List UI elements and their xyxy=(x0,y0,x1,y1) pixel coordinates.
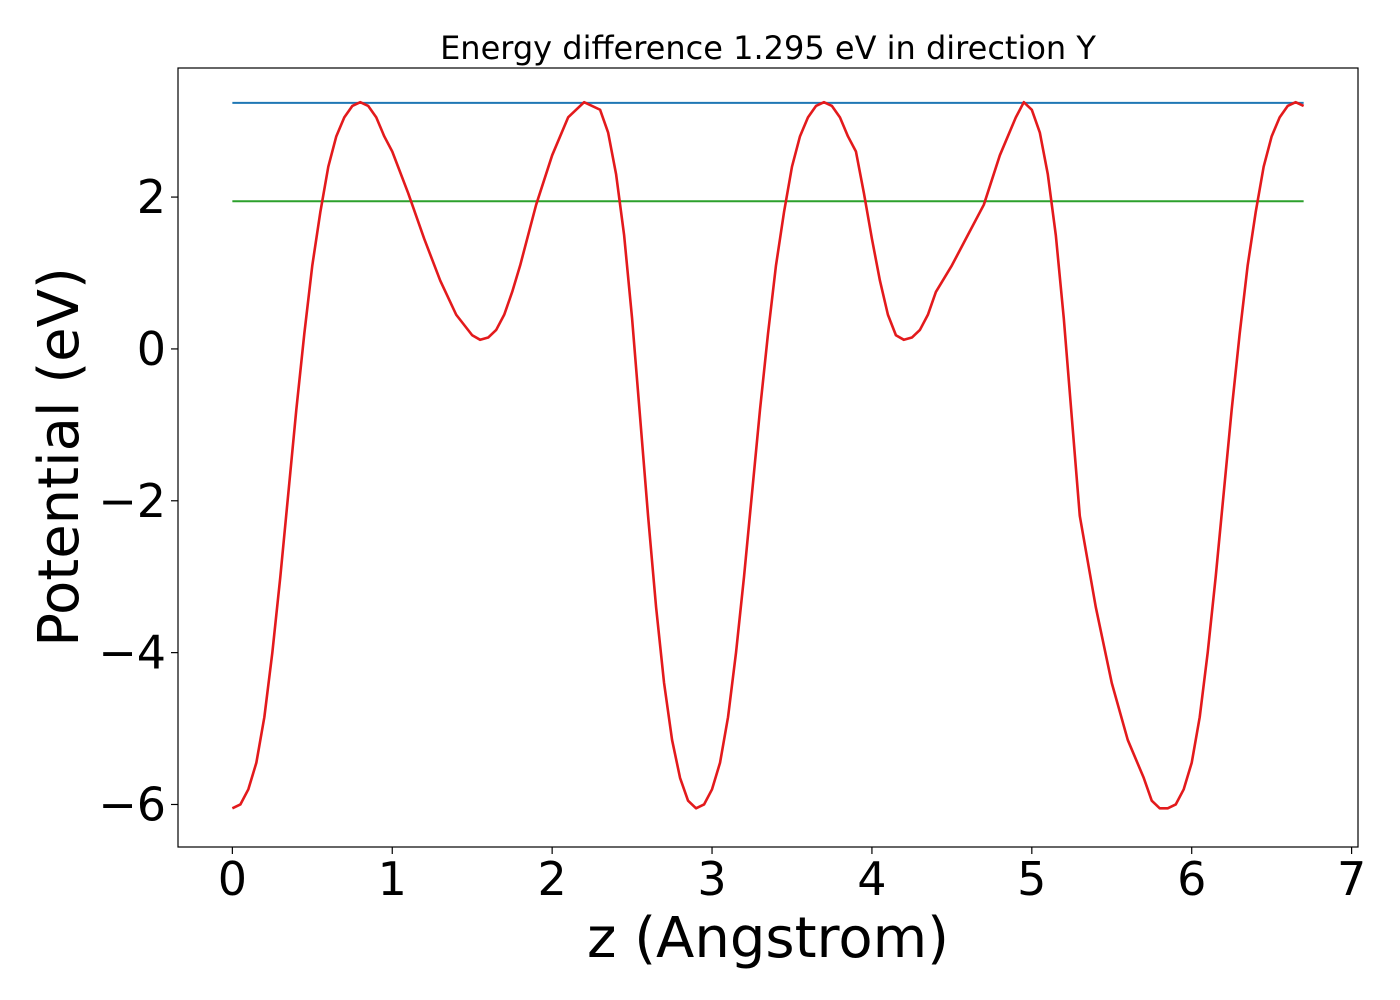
plot-frame xyxy=(177,67,1359,848)
y-tick-label: −4 xyxy=(98,626,166,680)
y-tick-label: 0 xyxy=(137,322,166,376)
y-axis-label: Potential (eV) xyxy=(27,267,92,647)
series-line-potential xyxy=(231,100,1305,810)
y-tick-label: 2 xyxy=(137,170,166,224)
x-tick-label: 2 xyxy=(538,852,567,906)
x-tick-label: 3 xyxy=(697,852,726,906)
x-axis-label: z (Angstrom) xyxy=(587,906,949,971)
x-tick-label: 4 xyxy=(857,852,886,906)
y-tick-label: −6 xyxy=(98,777,166,831)
series-lines xyxy=(231,100,1305,810)
chart-title: Energy difference 1.295 eV in direction … xyxy=(440,29,1096,67)
ticks: 0 1 2 3 4 5 6 7 −6 −4 −2 0 2 xyxy=(98,170,1366,906)
x-tick-label: 7 xyxy=(1337,852,1366,906)
x-tick-label: 6 xyxy=(1177,852,1206,906)
y-tick-label: −2 xyxy=(98,474,166,528)
x-tick-label: 5 xyxy=(1017,852,1046,906)
x-tick-label: 0 xyxy=(218,852,247,906)
x-tick-label: 1 xyxy=(378,852,407,906)
